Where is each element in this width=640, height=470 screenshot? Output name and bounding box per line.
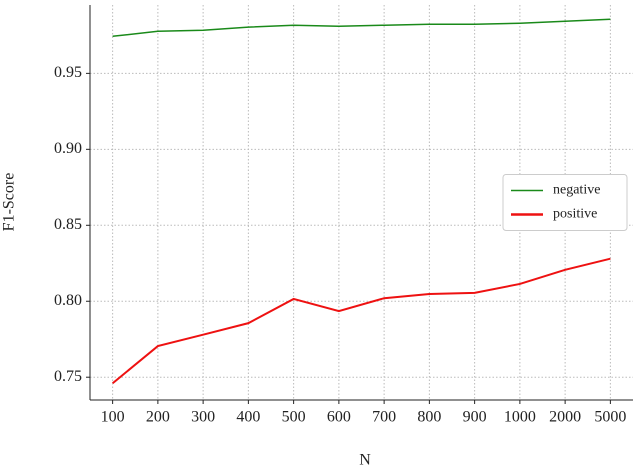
x-tick-label: 400 <box>236 409 260 426</box>
y-axis-label: F1-Score <box>1 173 18 232</box>
y-tick-label: 0.80 <box>54 292 82 309</box>
x-tick-label: 900 <box>463 409 487 426</box>
y-tick-label: 0.85 <box>54 216 82 233</box>
legend-label: positive <box>553 207 597 222</box>
x-tick-label: 2000 <box>549 409 581 426</box>
y-tick-label: 0.95 <box>54 64 82 81</box>
y-tick-label: 0.90 <box>54 140 82 157</box>
legend-label: negative <box>553 183 600 198</box>
x-tick-label: 200 <box>146 409 170 426</box>
legend-box <box>502 174 628 231</box>
x-axis-label: N <box>359 452 371 469</box>
x-tick-label: 300 <box>191 409 215 426</box>
x-tick-label: 100 <box>101 409 125 426</box>
x-tick-label: 700 <box>372 409 396 426</box>
x-tick-label: 1000 <box>504 409 536 426</box>
x-tick-label: 600 <box>327 409 351 426</box>
x-tick-label: 500 <box>282 409 306 426</box>
x-tick-label: 5000 <box>594 409 626 426</box>
line-series <box>112 18 611 38</box>
line-series <box>111 257 611 385</box>
x-tick-label: 800 <box>417 409 441 426</box>
y-tick-label: 0.75 <box>54 368 82 385</box>
